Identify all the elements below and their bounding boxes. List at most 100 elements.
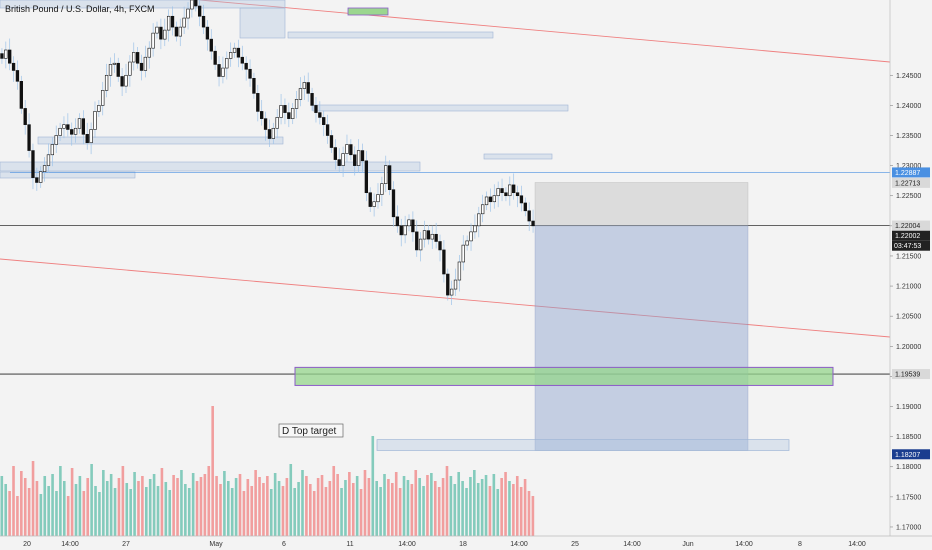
channel-lower-line xyxy=(0,258,891,338)
volume-bar xyxy=(82,491,86,536)
volume-bar xyxy=(31,461,35,536)
volume-bar xyxy=(301,470,304,536)
annotation-box xyxy=(278,423,344,438)
volume-bar xyxy=(371,436,375,536)
volume-bar xyxy=(156,486,160,536)
candle-body xyxy=(244,62,248,70)
volume-bar xyxy=(238,474,242,536)
volume-bar xyxy=(180,470,183,536)
volume-bar xyxy=(137,481,140,536)
y-tick-label: 1.23000 xyxy=(896,163,921,170)
volume-bar xyxy=(309,484,312,536)
candle-body xyxy=(201,15,206,28)
candle-body xyxy=(54,135,58,145)
candle-body xyxy=(50,144,54,156)
volume-bar xyxy=(504,472,507,536)
candle-body xyxy=(349,144,353,156)
volume-bar xyxy=(94,486,97,536)
volume-bar xyxy=(160,468,164,536)
volume-bar xyxy=(523,479,527,536)
x-tick-label: 27 xyxy=(122,541,130,548)
candle-body xyxy=(232,47,237,53)
candle-body xyxy=(213,50,217,65)
volume-bar xyxy=(320,475,324,536)
candle-body xyxy=(403,225,407,236)
x-tick-label: 6 xyxy=(282,541,286,548)
candle-body xyxy=(97,105,101,112)
price-tag xyxy=(892,369,930,380)
candle-body xyxy=(484,196,489,206)
y-tick-label: 1.20000 xyxy=(896,344,921,351)
candle-body xyxy=(170,15,175,28)
volume-bar xyxy=(273,473,277,536)
supply-demand-zone xyxy=(0,0,286,9)
candle-body xyxy=(310,93,314,106)
volume-bar xyxy=(211,406,214,536)
candle-body xyxy=(236,47,241,58)
volume-bar xyxy=(449,476,453,536)
candle-body xyxy=(500,188,504,194)
y-tick-label: 1.18000 xyxy=(896,464,921,471)
candle-body xyxy=(395,216,400,227)
x-tick-label: 25 xyxy=(571,541,579,548)
volume-bar xyxy=(410,484,414,536)
candle-body xyxy=(135,52,140,64)
candle-body xyxy=(508,184,512,197)
volume-bar xyxy=(266,476,269,536)
y-tick-label: 1.23500 xyxy=(896,133,921,140)
volume-bar xyxy=(340,488,343,536)
supply-demand-zone xyxy=(0,161,421,172)
x-tick-label: 14:00 xyxy=(510,541,528,548)
volume-bar xyxy=(51,474,54,536)
x-tick-label: 14:00 xyxy=(61,541,79,548)
candle-body xyxy=(391,189,396,218)
volume-bar xyxy=(4,484,8,536)
channel-upper-line xyxy=(199,0,891,63)
volume-bar xyxy=(508,481,511,536)
candle-body xyxy=(298,88,303,100)
volume-bar xyxy=(262,483,265,536)
volume-bar xyxy=(379,487,382,536)
y-tick-label: 1.19000 xyxy=(896,404,921,411)
y-tick-label: 1.22500 xyxy=(896,193,921,200)
candle-body xyxy=(469,231,473,242)
volume-bar xyxy=(98,492,101,536)
candle-body xyxy=(159,26,163,40)
candle-body xyxy=(4,49,8,59)
volume-bar xyxy=(402,476,406,536)
volume-bar xyxy=(215,476,218,536)
candle-body xyxy=(345,144,349,154)
candle-body xyxy=(523,202,527,212)
volume-bar xyxy=(0,476,4,536)
candle-body xyxy=(240,56,244,64)
volume-bar xyxy=(281,486,285,536)
volume-bar xyxy=(203,474,207,536)
volume-bar xyxy=(78,476,82,536)
candle-body xyxy=(42,165,47,172)
x-tick-label: 14:00 xyxy=(735,541,753,548)
volume-bar xyxy=(129,489,132,536)
price-tag-label: 1.19539 xyxy=(895,372,920,379)
volume-bar xyxy=(20,471,23,536)
price-tag-label: 1.22713 xyxy=(895,180,920,187)
volume-bar xyxy=(195,481,199,536)
y-tick-label: 1.18500 xyxy=(896,434,921,441)
price-tag-label: 1.18207 xyxy=(895,452,920,459)
volume-bar xyxy=(55,491,58,536)
candle-body xyxy=(108,64,113,76)
candle-body xyxy=(217,64,221,77)
candle-body xyxy=(275,117,279,129)
volume-bar xyxy=(406,480,410,536)
supply-demand-zone xyxy=(287,31,494,39)
volume-bar xyxy=(258,477,261,536)
x-tick-label: 14:00 xyxy=(623,541,641,548)
volume-bar xyxy=(351,483,355,536)
candle-body xyxy=(341,153,345,166)
small-green-zone xyxy=(347,7,389,16)
supply-demand-zone xyxy=(312,104,569,112)
volume-bar xyxy=(484,475,488,536)
volume-bar xyxy=(437,487,441,536)
candle-body xyxy=(453,279,458,290)
volume-bar xyxy=(476,483,480,536)
